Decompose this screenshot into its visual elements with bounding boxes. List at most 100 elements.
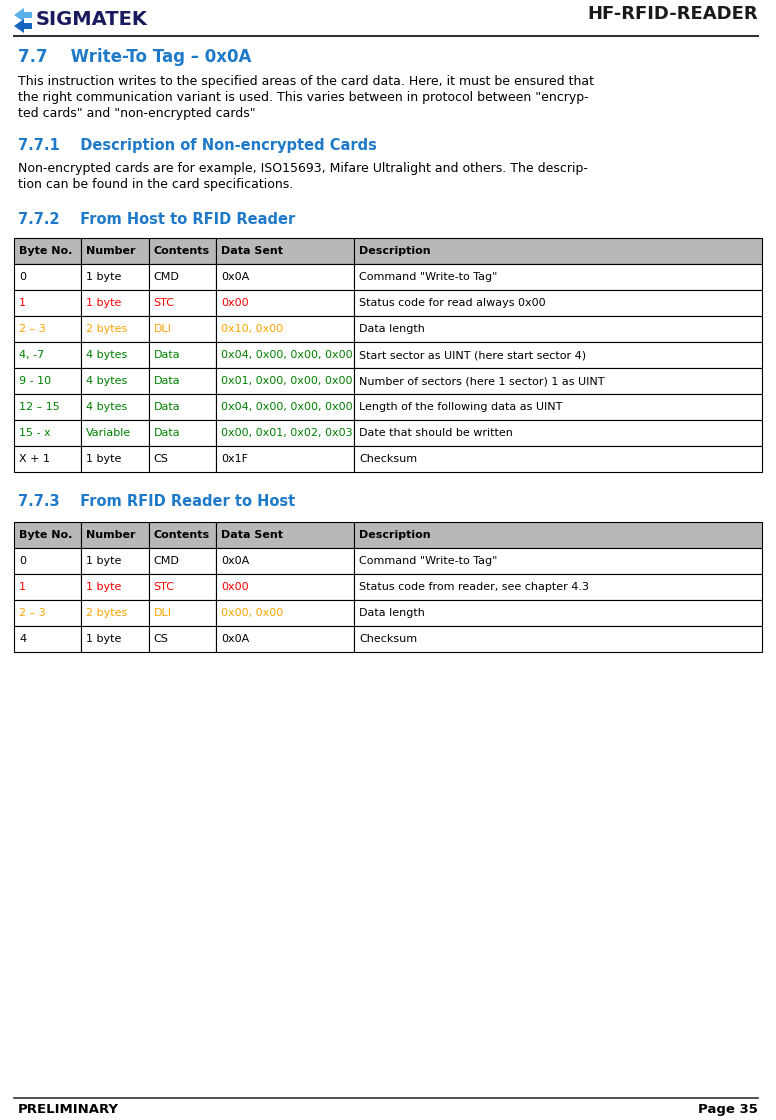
Bar [149,394,216,420]
Text: 4 bytes: 4 bytes [86,349,127,360]
Bar [216,548,355,573]
Bar [149,239,216,264]
Text: 0x0A: 0x0A [221,634,249,644]
Bar [14,342,81,368]
Bar [355,573,762,600]
Text: 1: 1 [19,298,26,308]
Text: tion can be found in the card specifications.: tion can be found in the card specificat… [18,178,293,192]
Bar [14,446,81,472]
Text: This instruction writes to the specified areas of the card data. Here, it must b: This instruction writes to the specified… [18,75,594,88]
Text: 0x1F: 0x1F [221,454,248,464]
Bar [355,548,762,573]
Text: 1 byte: 1 byte [86,582,122,592]
Bar [216,316,355,342]
Bar [216,368,355,394]
Text: 1: 1 [19,582,26,592]
Bar [355,420,762,446]
Text: Contents: Contents [154,246,210,256]
Text: 0x0A: 0x0A [221,272,249,282]
Bar [81,626,149,652]
Text: Checksum: Checksum [359,634,417,644]
Text: 9 - 10: 9 - 10 [19,376,51,386]
Text: CS: CS [154,634,168,644]
Text: STC: STC [154,582,175,592]
Bar [355,368,762,394]
Bar [81,420,149,446]
Text: 0x10, 0x00: 0x10, 0x00 [221,324,283,334]
Bar [81,290,149,316]
Bar [355,394,762,420]
Text: Page 35: Page 35 [698,1103,758,1116]
Text: DLI: DLI [154,608,171,618]
Bar [81,522,149,548]
Bar [149,368,216,394]
Bar [149,522,216,548]
Text: SIGMATEK: SIGMATEK [36,10,148,29]
Bar [149,420,216,446]
Polygon shape [14,19,32,32]
Text: Data: Data [154,428,180,438]
Bar [14,368,81,394]
Bar [216,600,355,626]
Text: 7.7    Write-To Tag – 0x0A: 7.7 Write-To Tag – 0x0A [18,48,251,66]
Text: CMD: CMD [154,556,179,566]
Text: Status code from reader, see chapter 4.3: Status code from reader, see chapter 4.3 [359,582,589,592]
Text: 1 byte: 1 byte [86,634,122,644]
Text: 0x04, 0x00, 0x00, 0x00: 0x04, 0x00, 0x00, 0x00 [221,349,352,360]
Text: Start sector as UINT (here start sector 4): Start sector as UINT (here start sector … [359,349,587,360]
Text: 0x00, 0x01, 0x02, 0x03: 0x00, 0x01, 0x02, 0x03 [221,428,352,438]
Text: 1 byte: 1 byte [86,454,122,464]
Text: X + 1: X + 1 [19,454,50,464]
Text: DLI: DLI [154,324,171,334]
Text: Command "Write-to Tag": Command "Write-to Tag" [359,272,497,282]
Bar [355,446,762,472]
Bar [149,600,216,626]
Bar [14,239,81,264]
Bar [216,290,355,316]
Text: 0x00: 0x00 [221,582,248,592]
Bar [355,626,762,652]
Text: Description: Description [359,530,431,540]
Text: Number: Number [86,246,136,256]
Text: 4 bytes: 4 bytes [86,402,127,412]
Bar [355,264,762,290]
Bar [216,264,355,290]
Text: Description: Description [359,246,431,256]
Text: Data Sent: Data Sent [221,530,283,540]
Bar [149,626,216,652]
Text: Data length: Data length [359,324,425,334]
Bar [149,548,216,573]
Bar [149,342,216,368]
Text: 2 – 3: 2 – 3 [19,324,46,334]
Text: Number: Number [86,530,136,540]
Text: Checksum: Checksum [359,454,417,464]
Text: Data: Data [154,349,180,360]
Bar [81,239,149,264]
Text: 4: 4 [19,634,26,644]
Bar [149,316,216,342]
Bar [355,290,762,316]
Text: 7.7.1    Description of Non-encrypted Cards: 7.7.1 Description of Non-encrypted Cards [18,138,377,153]
Text: 0x00, 0x00: 0x00, 0x00 [221,608,283,618]
Bar [216,446,355,472]
Text: 0: 0 [19,556,26,566]
Text: 1 byte: 1 byte [86,298,122,308]
Bar [355,239,762,264]
Bar [81,446,149,472]
Text: Byte No.: Byte No. [19,530,72,540]
Text: 15 - x: 15 - x [19,428,50,438]
Bar [216,420,355,446]
Text: 0x0A: 0x0A [221,556,249,566]
Text: PRELIMINARY: PRELIMINARY [18,1103,119,1116]
Bar [355,600,762,626]
Bar [81,264,149,290]
Text: STC: STC [154,298,175,308]
Bar [355,342,762,368]
Text: 1 byte: 1 byte [86,556,122,566]
Bar [14,600,81,626]
Text: Number of sectors (here 1 sector) 1 as UINT: Number of sectors (here 1 sector) 1 as U… [359,376,605,386]
Bar [14,522,81,548]
Text: 0x00: 0x00 [221,298,248,308]
Text: Data: Data [154,376,180,386]
Text: the right communication variant is used. This varies between in protocol between: the right communication variant is used.… [18,91,589,104]
